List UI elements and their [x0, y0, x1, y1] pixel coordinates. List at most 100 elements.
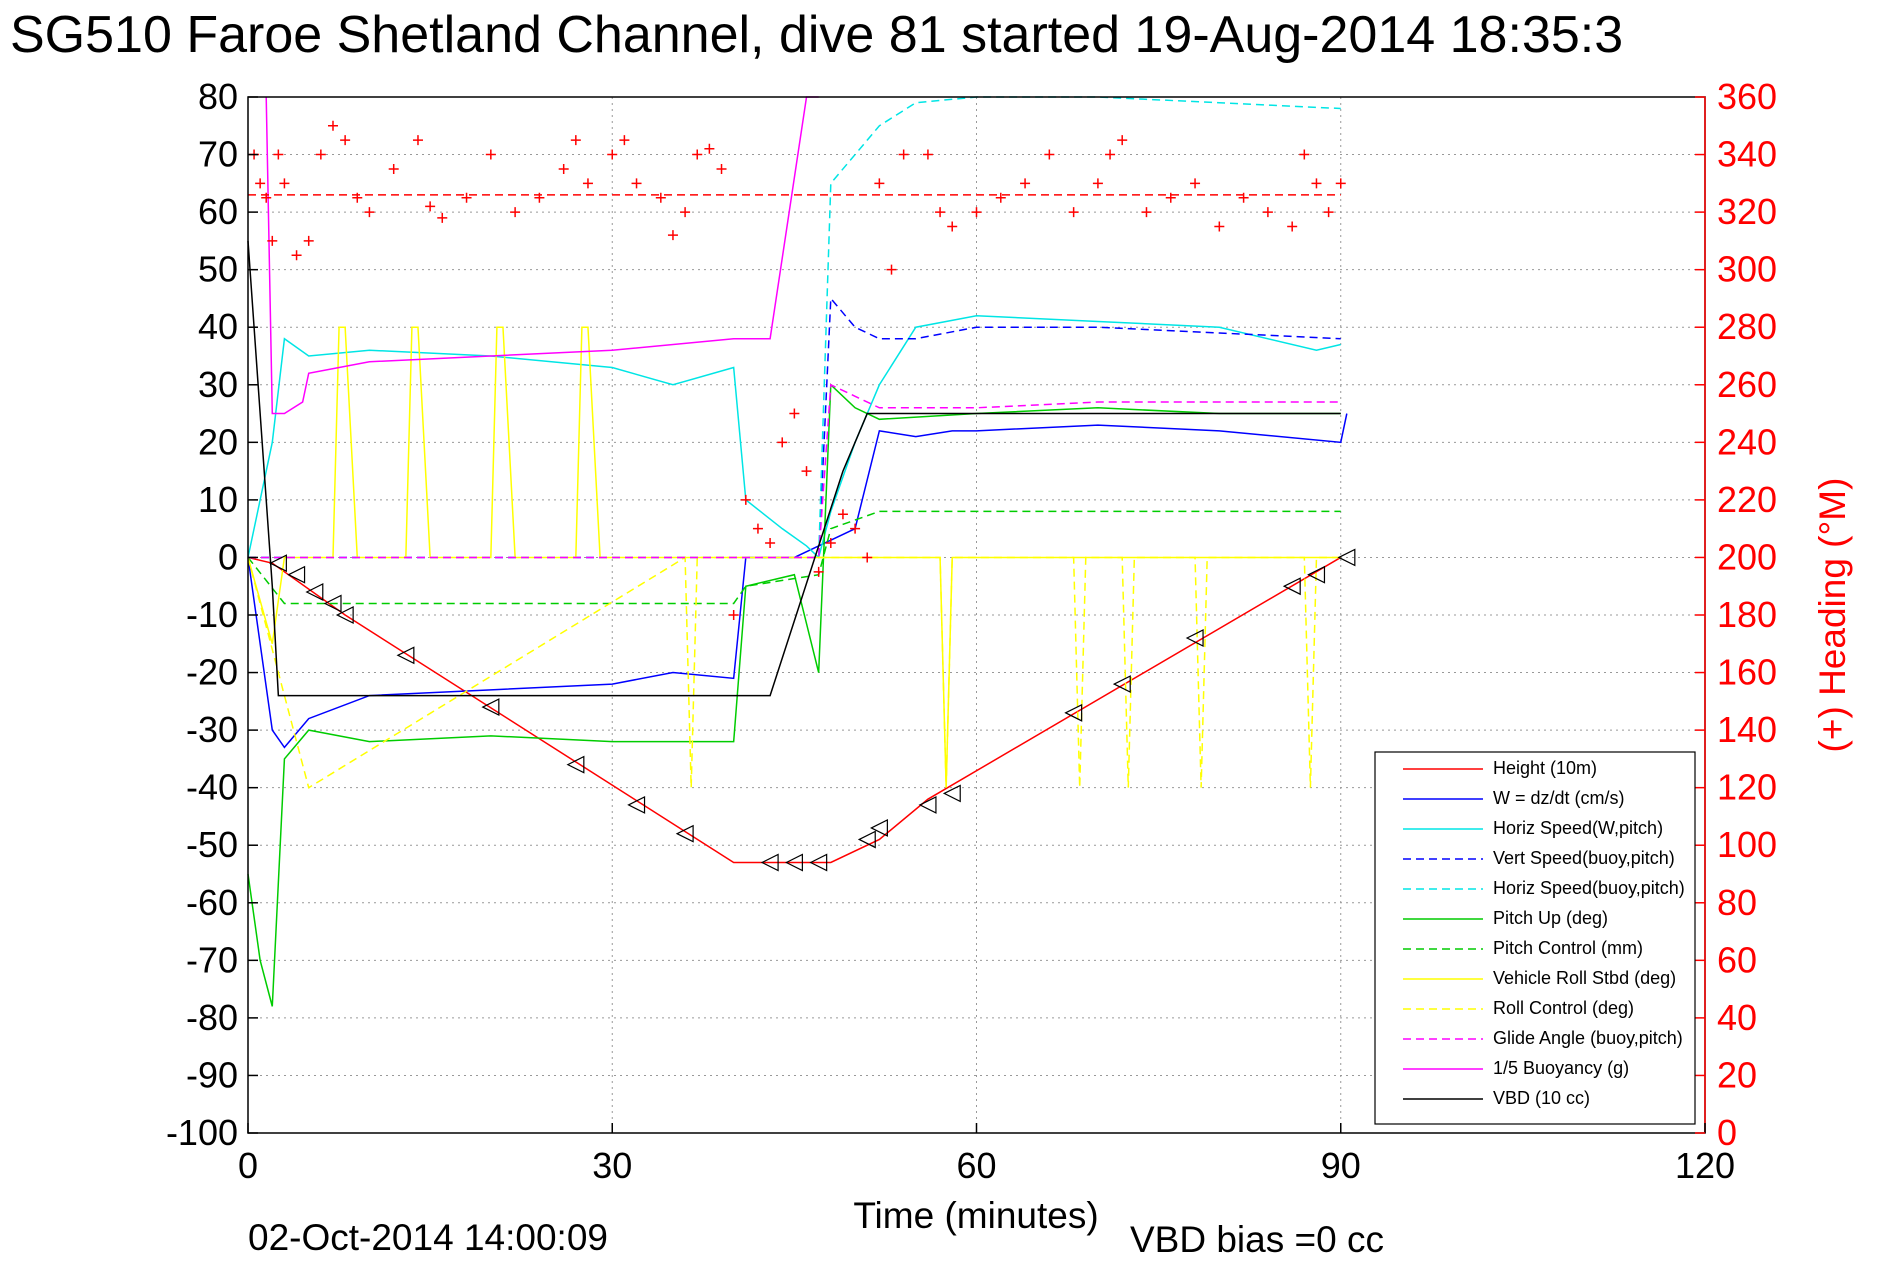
legend-entry: Vert Speed(buoy,pitch): [1493, 848, 1675, 868]
y-tick-label: -50: [186, 824, 238, 865]
series-line-10: [265, 96, 819, 415]
legend-entry: Glide Angle (buoy,pitch): [1493, 1028, 1683, 1048]
y-right-tick-label: 200: [1717, 536, 1777, 577]
x-tick-label: 90: [1321, 1145, 1361, 1186]
heading-marker: [1068, 207, 1079, 218]
y-right-tick-label: 40: [1717, 997, 1757, 1038]
y-right-tick-label: 320: [1717, 191, 1777, 232]
legend-entry: Pitch Control (mm): [1493, 938, 1643, 958]
y-axis-ticks: 80 70 60 50 40 30 20 10 0 -10 -20 -30 -40 -50 -60 -70 -8…: [166, 76, 258, 1153]
heading-marker: [935, 207, 946, 218]
heading-marker: [303, 235, 314, 246]
y-tick-label: -20: [186, 652, 238, 693]
heading-marker: [862, 552, 873, 563]
y-tick-label: -10: [186, 594, 238, 635]
legend-entry: 1/5 Buoyancy (g): [1493, 1058, 1629, 1078]
heading-marker: [1092, 178, 1103, 189]
heading-marker: [922, 149, 933, 160]
footer-timestamp: 02-Oct-2014 14:00:09: [248, 1217, 608, 1258]
y-tick-label: 30: [198, 364, 238, 405]
dive-marker: [675, 824, 694, 843]
heading-marker: [837, 509, 848, 520]
legend-entry: Pitch Up (deg): [1493, 908, 1608, 928]
heading-marker: [728, 610, 739, 620]
heading-marker: [273, 149, 284, 160]
heading-marker: [1165, 192, 1176, 203]
heading-marker: [1117, 135, 1128, 146]
y-tick-label: -30: [186, 709, 238, 750]
y-tick-label: 10: [198, 479, 238, 520]
heading-marker: [352, 192, 363, 203]
y-tick-label: 20: [198, 421, 238, 462]
heading-marker: [582, 178, 593, 189]
heading-marker: [667, 230, 678, 241]
y-tick-label: 80: [198, 76, 238, 117]
heading-marker: [874, 178, 885, 189]
heading-marker: [631, 178, 642, 189]
dive-marker: [1064, 703, 1083, 722]
y-tick-label: 0: [218, 536, 238, 577]
heading-marker: [740, 494, 751, 505]
dive-marker: [942, 784, 961, 803]
x-axis-ticks: 0 30 60 90 120: [238, 1123, 1735, 1186]
heading-marker: [886, 264, 897, 275]
y-right-tick-label: 260: [1717, 364, 1777, 405]
dive-marker: [323, 594, 342, 613]
heading-marker: [461, 192, 472, 203]
heading-marker: [1214, 221, 1225, 232]
heading-marker: [898, 149, 909, 160]
y-tick-label: -80: [186, 997, 238, 1038]
series-line-11: [247, 240, 1341, 697]
dive-marker: [269, 554, 287, 573]
legend-entry: Horiz Speed(buoy,pitch): [1493, 878, 1685, 898]
y-right-tick-label: 120: [1717, 767, 1777, 808]
dive-marker: [760, 853, 779, 872]
dive-marker: [1185, 629, 1204, 647]
series-group: [247, 96, 1348, 1007]
heading-marker: [412, 135, 423, 146]
heading-marker: [327, 120, 338, 131]
heading-marker: [255, 178, 266, 189]
heading-marker: [1311, 178, 1322, 189]
footer-vbd-bias: VBD bias =0 cc: [1130, 1219, 1384, 1260]
heading-marker: [279, 178, 290, 189]
heading-marker: [1262, 207, 1273, 218]
x-tick-label: 60: [956, 1145, 996, 1186]
dive-marker: [1307, 565, 1326, 584]
series-line-4: [248, 96, 1341, 559]
heading-marker: [1323, 207, 1334, 218]
heading-marker: [558, 163, 569, 174]
y-axis-right-ticks: 3603403203002802602402202001801601401201…: [1695, 76, 1777, 1153]
heading-marker: [813, 566, 824, 577]
y-tick-label: 70: [198, 134, 238, 175]
y-right-tick-label: 220: [1717, 479, 1777, 520]
heading-marker: [971, 207, 982, 218]
heading-marker: [437, 212, 448, 223]
heading-marker: [267, 235, 278, 246]
legend-entry: Horiz Speed(W,pitch): [1493, 818, 1663, 838]
y-tick-label: 50: [198, 249, 238, 290]
markers-group: [249, 120, 1356, 872]
y-tick-label: -100: [166, 1112, 238, 1153]
heading-marker: [680, 207, 691, 218]
y-axis-right-label: (+) Heading (°M): [1812, 478, 1853, 753]
y-right-tick-label: 20: [1717, 1054, 1757, 1095]
y-right-tick-label: 100: [1717, 824, 1777, 865]
heading-marker: [947, 221, 958, 232]
y-right-tick-label: 300: [1717, 249, 1777, 290]
y-right-tick-label: 180: [1717, 594, 1777, 635]
y-right-tick-label: 80: [1717, 882, 1757, 923]
series-line-9: [248, 383, 1341, 559]
heading-marker: [510, 207, 521, 218]
x-axis-label: Time (minutes): [853, 1195, 1098, 1236]
heading-marker: [752, 523, 763, 534]
dive-marker: [335, 606, 354, 624]
heading-marker: [1299, 149, 1310, 160]
heading-marker: [364, 207, 375, 218]
y-tick-label: -40: [186, 767, 238, 808]
dive-marker: [1282, 577, 1301, 596]
dive-marker: [857, 830, 876, 849]
heading-marker: [425, 201, 436, 212]
dive-marker: [918, 795, 937, 814]
